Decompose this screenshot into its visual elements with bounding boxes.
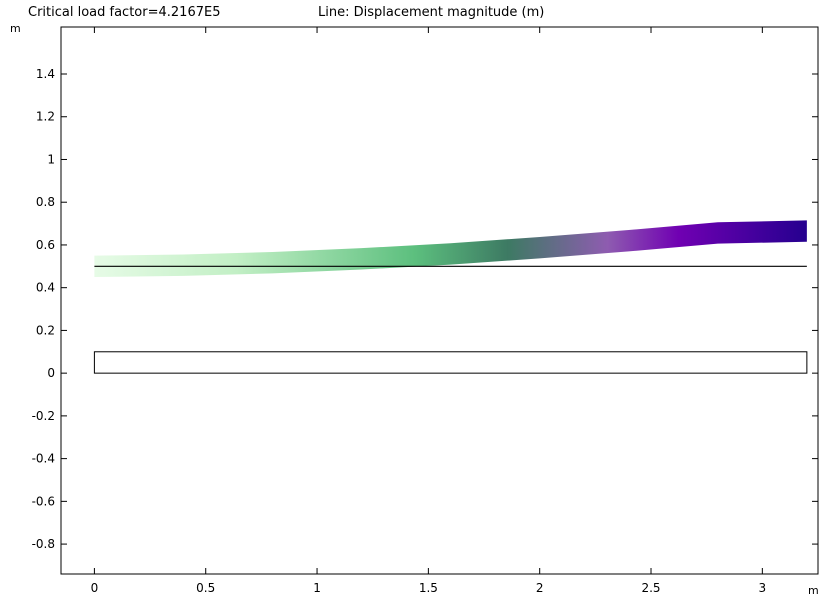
x-tick-label: 3 xyxy=(759,581,767,595)
x-tick-label: 1.5 xyxy=(419,581,438,595)
chart-subtitle: Line: Displacement magnitude (m) xyxy=(318,5,544,20)
y-tick-label: -0.4 xyxy=(32,452,55,466)
y-tick-label: 1.4 xyxy=(36,67,55,81)
chart-title: Critical load factor=4.2167E5 xyxy=(28,5,220,20)
plot-marks xyxy=(93,220,808,374)
deformed-beam-shape xyxy=(94,220,807,277)
y-tick-label: 0.2 xyxy=(36,323,55,337)
y-tick-label: 1 xyxy=(47,152,55,166)
y-tick-label: 0.4 xyxy=(36,281,55,295)
y-unit-label: m xyxy=(10,22,21,35)
y-tick-label: -0.2 xyxy=(32,409,55,423)
y-tick-label: 0.8 xyxy=(36,195,55,209)
x-tick-label: 1 xyxy=(313,581,321,595)
x-tick-label: 2.5 xyxy=(641,581,660,595)
y-tick-label: 0.6 xyxy=(36,238,55,252)
y-tick-label: -0.8 xyxy=(32,537,55,551)
y-tick-label: 1.2 xyxy=(36,110,55,124)
x-tick-label: 0 xyxy=(91,581,99,595)
beam-geometry-rect xyxy=(93,351,808,374)
y-tick-label: -0.6 xyxy=(32,494,55,508)
x-axis-ticks: 0 0.5 1 1.5 2 2.5 3 xyxy=(91,27,767,595)
x-unit-label: m xyxy=(808,584,819,597)
x-tick-label: 0.5 xyxy=(196,581,215,595)
y-axis-ticks: -0.8 -0.6 -0.4 -0.2 0 0.2 0.4 0.6 0.8 1 1.2 1.4 xyxy=(32,67,818,551)
plot-frame xyxy=(60,26,819,575)
y-tick-label: 0 xyxy=(47,366,55,380)
x-tick-label: 2 xyxy=(536,581,544,595)
